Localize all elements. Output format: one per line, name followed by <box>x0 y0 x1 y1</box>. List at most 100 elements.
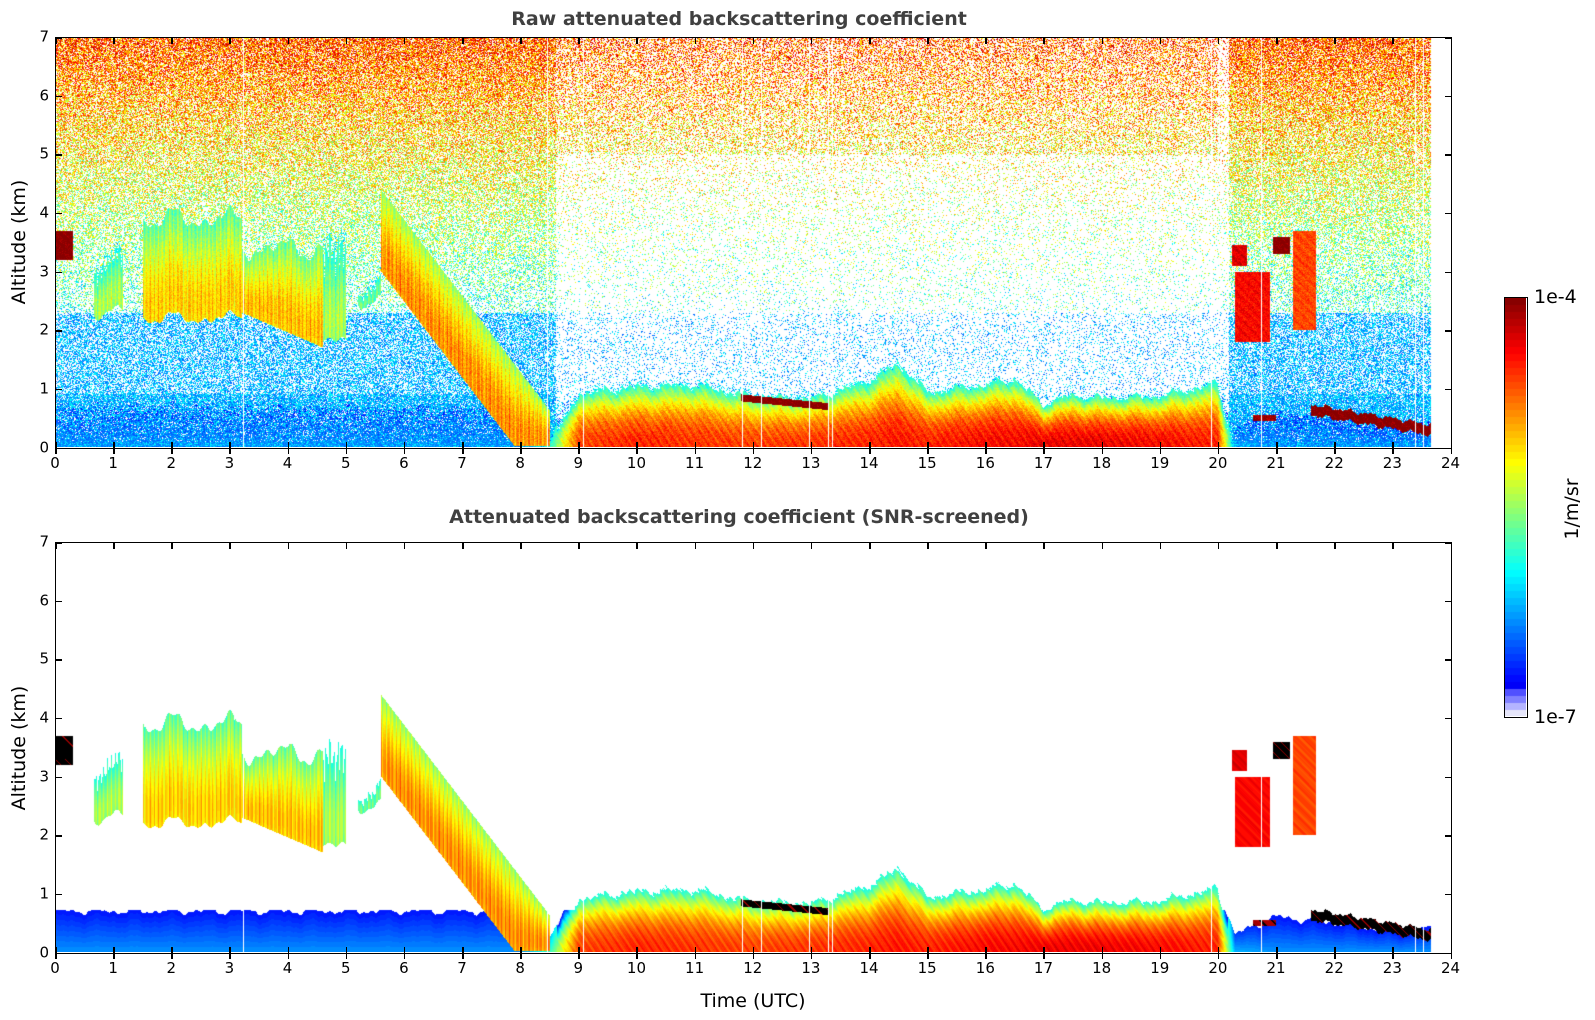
top-y-axis-label: Altitude (km) <box>8 179 30 305</box>
x-tick-mark-top <box>1276 542 1278 549</box>
x-tick-mark-top <box>869 542 871 549</box>
y-tick-mark-right <box>1445 600 1452 603</box>
x-tick-mark-top <box>55 542 57 549</box>
x-tick-label: 13 <box>801 959 821 977</box>
y-tick-mark <box>55 330 62 332</box>
x-tick-mark-top <box>636 37 638 44</box>
y-tick-mark-right <box>1445 447 1452 449</box>
x-tick-mark-top <box>694 37 697 44</box>
x-tick-mark-top <box>985 37 987 44</box>
y-tick-mark <box>55 271 62 274</box>
x-tick-outer <box>752 954 755 959</box>
x-tick-mark-top <box>1043 542 1045 549</box>
y-tick-mark-right <box>1445 154 1452 156</box>
x-tick-outer <box>1217 449 1220 454</box>
bottom-heatmap-axes <box>55 542 1452 954</box>
y-tick-label: 7 <box>39 532 49 551</box>
x-tick-outer <box>229 954 231 959</box>
x-tick-label: 22 <box>1324 454 1344 472</box>
x-tick-mark <box>462 442 464 449</box>
x-tick-mark-top <box>985 542 987 549</box>
x-tick-outer <box>345 449 348 454</box>
x-tick-mark <box>869 442 871 449</box>
y-tick-mark <box>55 659 62 661</box>
x-tick-outer <box>927 449 929 454</box>
x-tick-label: 24 <box>1440 454 1461 472</box>
x-tick-label: 23 <box>1382 454 1402 472</box>
x-tick-label: 15 <box>917 454 937 472</box>
x-tick-mark <box>636 442 638 449</box>
x-tick-label: 10 <box>626 959 646 977</box>
x-tick-mark <box>927 947 929 954</box>
x-tick-outer <box>869 954 871 959</box>
y-tick-label: 6 <box>39 591 49 610</box>
colorbar <box>1504 297 1528 718</box>
x-tick-mark <box>1392 947 1394 954</box>
top-plot-title: Raw attenuated backscattering coefficien… <box>511 8 967 30</box>
x-tick-outer <box>1392 954 1394 959</box>
x-tick-mark <box>1450 442 1452 449</box>
x-tick-label: 0 <box>50 454 60 472</box>
y-tick-mark-right <box>1445 659 1452 661</box>
x-tick-mark <box>113 947 115 954</box>
x-tick-outer <box>113 449 115 454</box>
x-tick-mark-top <box>55 37 57 44</box>
x-tick-mark <box>1159 442 1162 449</box>
x-tick-label: 7 <box>457 959 467 977</box>
x-tick-outer <box>1450 954 1452 959</box>
x-tick-mark-top <box>1450 37 1452 44</box>
x-tick-mark-top <box>403 37 406 44</box>
colorbar-min-label: 1e-7 <box>1534 706 1577 728</box>
x-tick-outer <box>636 449 638 454</box>
x-tick-outer <box>1392 449 1394 454</box>
colorbar-units-label: 1/m/sr <box>1561 478 1583 540</box>
x-tick-mark <box>1043 442 1045 449</box>
y-tick-mark-right <box>1445 542 1452 544</box>
y-tick-mark-right <box>1445 388 1452 391</box>
y-tick-label: 5 <box>39 649 49 668</box>
x-tick-label: 9 <box>573 454 584 472</box>
x-tick-outer <box>694 449 697 454</box>
x-tick-label: 22 <box>1324 959 1344 977</box>
x-tick-mark <box>1334 442 1336 449</box>
x-tick-label: 16 <box>975 454 995 472</box>
x-tick-mark-top <box>229 542 231 549</box>
x-tick-mark <box>1276 442 1278 449</box>
x-tick-outer <box>462 954 464 959</box>
x-tick-mark <box>345 947 348 954</box>
x-tick-outer <box>578 954 580 959</box>
x-tick-outer <box>520 954 522 959</box>
x-tick-mark <box>1101 947 1104 954</box>
x-tick-outer <box>985 449 987 454</box>
y-tick-label: 5 <box>39 144 49 163</box>
x-tick-mark <box>1276 947 1278 954</box>
x-tick-mark-top <box>927 542 929 549</box>
x-tick-outer <box>1101 449 1104 454</box>
x-tick-mark-top <box>113 37 115 44</box>
x-tick-mark-top <box>113 542 115 549</box>
x-tick-label: 20 <box>1208 959 1228 977</box>
y-tick-mark <box>55 835 62 837</box>
x-tick-outer <box>810 449 813 454</box>
y-tick-mark <box>55 95 62 98</box>
x-tick-mark <box>55 947 57 954</box>
colorbar-gradient <box>1505 298 1526 716</box>
x-tick-label: 8 <box>515 959 525 977</box>
y-tick-mark-right <box>1445 37 1452 39</box>
x-tick-outer <box>636 954 638 959</box>
x-tick-label: 16 <box>975 959 995 977</box>
x-tick-label: 8 <box>515 454 525 472</box>
y-tick-label: 1 <box>39 884 49 903</box>
y-tick-mark-right <box>1445 717 1452 720</box>
x-tick-outer <box>171 449 173 454</box>
x-tick-mark-top <box>1334 542 1336 549</box>
x-tick-outer <box>810 954 813 959</box>
y-tick-mark <box>55 717 62 720</box>
x-tick-outer <box>403 449 406 454</box>
x-tick-mark-top <box>869 37 871 44</box>
top-heatmap-axes <box>55 37 1452 449</box>
x-tick-mark-top <box>1159 37 1162 44</box>
x-tick-mark <box>403 442 406 449</box>
y-tick-mark <box>55 37 62 39</box>
x-tick-label: 2 <box>166 454 177 472</box>
